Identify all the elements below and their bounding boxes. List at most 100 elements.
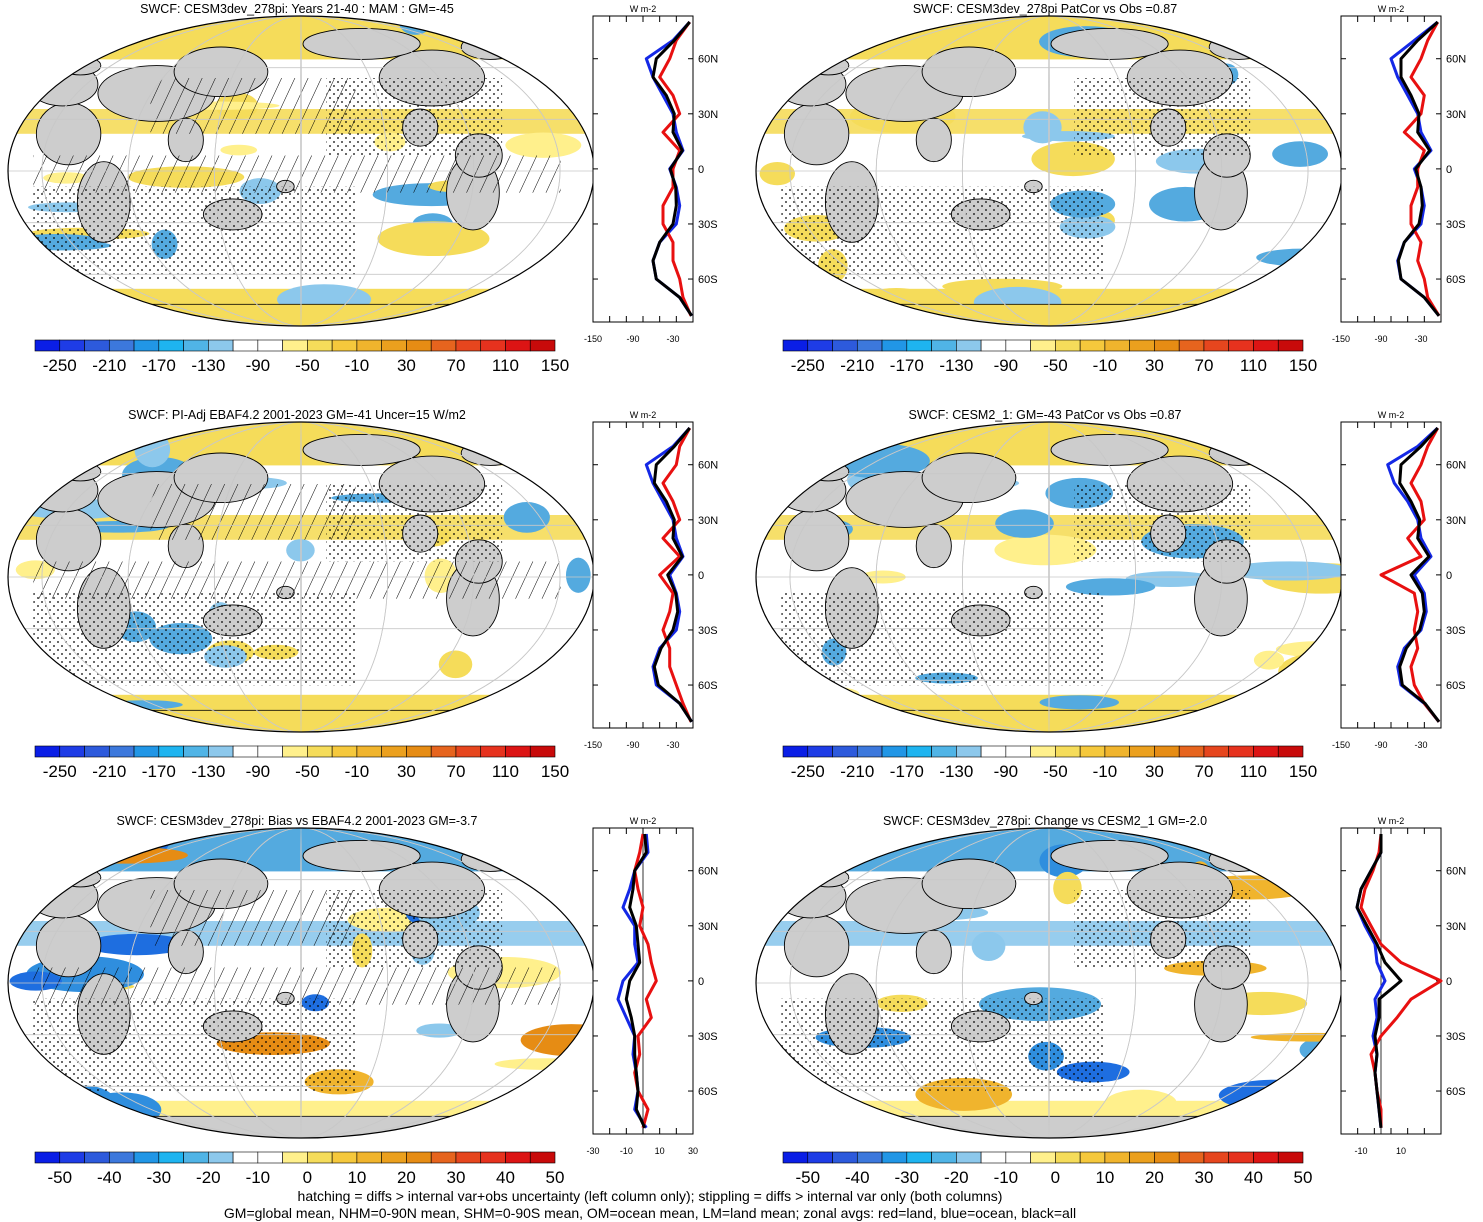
colorbar-label: -50 bbox=[47, 1168, 72, 1187]
colorbar-swatch bbox=[381, 1151, 407, 1164]
field-blob bbox=[1256, 248, 1342, 267]
colorbar-label: 150 bbox=[541, 762, 569, 781]
map-field bbox=[8, 422, 594, 732]
antarctica bbox=[8, 303, 594, 326]
zonal-x-tick-label: 10 bbox=[1396, 1146, 1406, 1156]
colorbar-swatch bbox=[1104, 1151, 1130, 1164]
land-mass bbox=[460, 846, 521, 872]
zonal-x-tick-label: -30 bbox=[586, 1146, 599, 1156]
field-blob bbox=[1065, 578, 1156, 596]
stippling-south bbox=[33, 998, 356, 1092]
land-mass bbox=[915, 117, 952, 163]
colorbar-swatch bbox=[331, 745, 358, 758]
longitude-line bbox=[961, 16, 1137, 326]
field-blob bbox=[485, 294, 555, 325]
colorbar-swatch bbox=[856, 339, 883, 352]
map-field bbox=[756, 16, 1342, 326]
zonal-x-tick-label: -10 bbox=[1354, 1146, 1367, 1156]
zonal-x-tick-label: -150 bbox=[584, 334, 602, 344]
colorbar-swatch bbox=[406, 339, 432, 352]
land-mass bbox=[1050, 433, 1169, 466]
colorbar-swatch bbox=[1277, 745, 1304, 758]
zonal-x-tick-label: -10 bbox=[620, 1146, 633, 1156]
zonal-x-tick-label: -30 bbox=[666, 334, 679, 344]
colorbar-label: 70 bbox=[1194, 356, 1213, 375]
zonal-unit: W m-2 bbox=[1378, 816, 1405, 826]
zonal-lat-label: 30S bbox=[1446, 219, 1466, 231]
stippling-north bbox=[1074, 890, 1251, 968]
colorbar-label: -170 bbox=[142, 762, 176, 781]
colorbar-swatch bbox=[208, 745, 234, 758]
colorbar-label: -20 bbox=[944, 1168, 969, 1187]
field-blob bbox=[971, 931, 1006, 961]
colorbar-swatch bbox=[59, 1151, 85, 1164]
colorbar-swatch bbox=[1055, 339, 1081, 352]
land-mass bbox=[460, 34, 521, 60]
zonal-x-tick-label: -90 bbox=[626, 740, 639, 750]
field-blob bbox=[57, 716, 148, 732]
colorbar-swatch bbox=[906, 1151, 932, 1164]
colorbar-swatch bbox=[832, 339, 858, 352]
longitude-line bbox=[1048, 16, 1050, 326]
antarctica bbox=[756, 303, 1342, 326]
zonal-unit: W m-2 bbox=[630, 410, 657, 420]
zonal-frame bbox=[592, 421, 694, 729]
zonal-lat-label: 30N bbox=[1446, 921, 1466, 933]
colorbar-swatch bbox=[782, 1151, 809, 1164]
land-mass bbox=[915, 523, 952, 569]
map-field bbox=[8, 828, 594, 1138]
longitude-line bbox=[213, 422, 389, 732]
colorbar-swatch bbox=[980, 745, 1007, 758]
colorbar-swatch bbox=[282, 1151, 308, 1164]
colorbar-swatch bbox=[1030, 745, 1056, 758]
colorbar-swatch bbox=[406, 1151, 432, 1164]
colorbar-label: -50 bbox=[795, 1168, 820, 1187]
colorbar-swatch bbox=[183, 745, 209, 758]
zonal-lat-label: 60S bbox=[698, 274, 718, 286]
colorbar-swatch bbox=[307, 745, 333, 758]
colorbar-label: 110 bbox=[492, 762, 519, 781]
antarctica bbox=[8, 709, 594, 732]
panel-r2c2: SWCF: CESM2_1: GM=-43 PatCor vs Obs =0.8… bbox=[755, 408, 1466, 781]
colorbar-swatch bbox=[906, 745, 932, 758]
longitude-line bbox=[213, 16, 389, 326]
colorbar-swatch bbox=[832, 745, 858, 758]
land-mass bbox=[783, 914, 850, 978]
colorbar-swatch bbox=[108, 745, 135, 758]
colorbar-label: -250 bbox=[791, 762, 825, 781]
colorbar-swatch bbox=[84, 339, 110, 352]
zonal-x-tick-label: -150 bbox=[1332, 334, 1350, 344]
colorbar-swatch bbox=[331, 339, 358, 352]
arctic-band bbox=[756, 422, 1342, 466]
colorbar-swatch bbox=[158, 1151, 184, 1164]
longitude-line bbox=[961, 828, 1137, 1138]
colorbar-swatch bbox=[782, 745, 809, 758]
land-mass bbox=[59, 461, 102, 482]
zonal-unit: W m-2 bbox=[1378, 4, 1405, 14]
colorbar-swatch bbox=[1005, 339, 1031, 352]
land-mass bbox=[1208, 34, 1269, 60]
land-mass bbox=[302, 839, 421, 872]
colorbar-label: -90 bbox=[994, 762, 1019, 781]
longitude-line bbox=[789, 422, 1309, 732]
land-mass bbox=[1050, 27, 1169, 60]
zonal-lat-label: 30N bbox=[1446, 109, 1466, 121]
field-blob bbox=[416, 1023, 463, 1038]
colorbar-label: 0 bbox=[1051, 1168, 1060, 1187]
longitude-line bbox=[127, 16, 475, 326]
zonal-unit: W m-2 bbox=[630, 4, 657, 14]
panel-title: SWCF: PI-Adj EBAF4.2 2001-2023 GM=-41 Un… bbox=[128, 408, 466, 422]
colorbar-swatch bbox=[208, 339, 234, 352]
longitude-line bbox=[127, 828, 475, 1138]
zonal-lat-label: 60S bbox=[1446, 1086, 1466, 1098]
field-blob bbox=[503, 502, 550, 533]
colorbar-swatch bbox=[356, 339, 382, 352]
land-mass bbox=[1050, 839, 1169, 872]
colorbar-label: 70 bbox=[446, 356, 465, 375]
panel-r2c1: SWCF: PI-Adj EBAF4.2 2001-2023 GM=-41 Un… bbox=[7, 408, 718, 781]
colorbar-swatch bbox=[931, 339, 957, 352]
zonal-lat-label: 0 bbox=[1446, 570, 1452, 582]
zonal-series-all bbox=[651, 21, 693, 317]
colorbar-label: 70 bbox=[446, 762, 465, 781]
colorbar-swatch bbox=[257, 745, 283, 758]
